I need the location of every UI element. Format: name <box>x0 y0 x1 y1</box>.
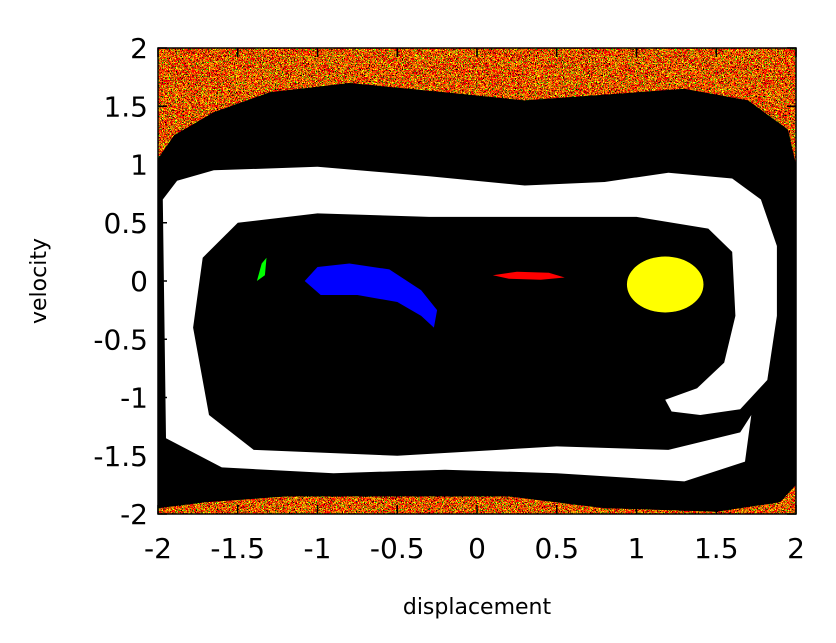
y-tick-label: 1 <box>130 149 148 182</box>
left-blue-basin <box>304 263 438 328</box>
basin-regions <box>158 83 796 512</box>
x-tick-label: 2 <box>787 532 805 565</box>
y-tick-label: -1.5 <box>93 440 148 473</box>
y-tick-label: -1 <box>120 382 148 415</box>
y-tick-label: 2 <box>130 32 148 65</box>
center-red-streak <box>492 271 565 280</box>
x-tick-label: 0 <box>468 532 486 565</box>
x-axis-title: displacement <box>403 595 552 620</box>
axes: -2 -1.5 -1 -0.5 0 0.5 1 1.5 2 2 1.5 1 0.5 0 -0.5 -1 -1.5… <box>93 32 805 565</box>
x-tick-label: 1.5 <box>694 532 739 565</box>
y-tick-label: 0 <box>130 265 148 298</box>
x-tick-label: -1.5 <box>210 532 265 565</box>
y-axis-title: velocity <box>27 238 52 324</box>
x-tick-label: 1 <box>628 532 646 565</box>
y-tick-label: 1.5 <box>103 90 148 123</box>
right-yellow-basin <box>626 256 704 313</box>
x-tick-label: -0.5 <box>370 532 425 565</box>
x-tick-label: -2 <box>144 532 172 565</box>
inner-light-region <box>162 166 777 482</box>
y-tick-label: -2 <box>120 498 148 531</box>
y-tick-label: -0.5 <box>93 323 148 356</box>
x-tick-label: -1 <box>304 532 332 565</box>
x-tick-label: 0.5 <box>534 532 579 565</box>
left-green-streak <box>256 257 267 281</box>
y-tick-label: 0.5 <box>103 207 148 240</box>
